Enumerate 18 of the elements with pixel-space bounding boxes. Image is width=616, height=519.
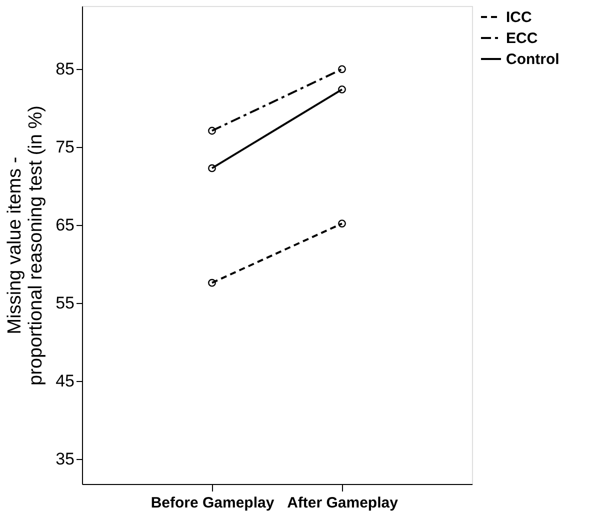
point (208, 126, 216, 135)
point (338, 85, 346, 94)
x-tick-label: After Gameplay (287, 494, 399, 512)
point (208, 278, 216, 287)
point (338, 220, 346, 228)
point (338, 65, 346, 74)
y-tick-label: 65 (56, 216, 74, 235)
y-tick-label: 85 (56, 60, 74, 79)
x-tick-label: Before Gameplay (150, 494, 275, 512)
y-axis-title: Missing value items - proportional reasoning test (in %) (4, 106, 47, 386)
y-tick-label: 75 (56, 138, 74, 157)
y-tick-label: 35 (56, 450, 74, 469)
legend-label: ECC (506, 30, 538, 47)
y-tick-label: 55 (56, 294, 74, 313)
point (208, 164, 216, 172)
legend-label: ICC (506, 9, 532, 26)
y-tick-label: 45 (56, 372, 74, 391)
legend-label: Control (506, 51, 560, 68)
